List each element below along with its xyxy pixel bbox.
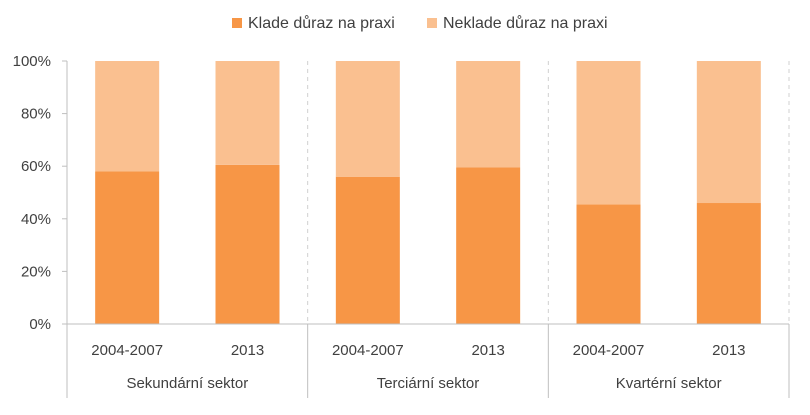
y-tick-label: 60% xyxy=(21,158,51,175)
bar-segment-neklade xyxy=(456,61,521,168)
y-tick-label: 0% xyxy=(29,316,51,333)
bar-segment-neklade xyxy=(95,61,160,172)
group-label: Sekundární sektor xyxy=(126,375,248,392)
group-label: Kvartérní sektor xyxy=(616,375,722,392)
bar-segment-klade xyxy=(215,164,280,324)
group-label: Terciární sektor xyxy=(377,375,480,392)
bar-segment-klade xyxy=(95,171,160,324)
bars xyxy=(95,61,761,324)
x-tick-label: 2013 xyxy=(231,342,264,359)
x-tick-label: 2004-2007 xyxy=(91,342,163,359)
x-tick-label: 2004-2007 xyxy=(573,342,645,359)
legend-label-1: Klade důraz na praxi xyxy=(248,14,395,32)
bar-segment-klade xyxy=(456,167,521,324)
y-axis: 0% 20% 40% 60% 80% 100% xyxy=(13,53,68,333)
bar-segment-neklade xyxy=(215,61,280,165)
bar-segment-neklade xyxy=(696,61,761,204)
bar-segment-klade xyxy=(335,176,400,324)
x-tick-label: 2013 xyxy=(712,342,745,359)
bar-segment-klade xyxy=(576,204,641,324)
legend-swatch-2 xyxy=(427,18,437,28)
x-axis: 2004-2007 2013 2004-2007 2013 2004-2007 2013 S… xyxy=(66,323,790,398)
group-separators xyxy=(307,61,790,324)
bar-segment-neklade xyxy=(576,61,641,205)
y-tick-label: 20% xyxy=(21,263,51,280)
y-tick-label: 100% xyxy=(13,53,51,70)
x-tick-label: 2013 xyxy=(471,342,504,359)
bar-segment-neklade xyxy=(335,61,400,177)
legend-label-2: Neklade důraz na praxi xyxy=(443,14,608,32)
y-tick-label: 40% xyxy=(21,211,51,228)
x-tick-label: 2004-2007 xyxy=(332,342,404,359)
legend-swatch-1 xyxy=(232,18,242,28)
bar-segment-klade xyxy=(696,203,761,324)
legend: Klade důraz na praxi Neklade důraz na pra… xyxy=(232,14,608,32)
y-tick-label: 80% xyxy=(21,106,51,123)
